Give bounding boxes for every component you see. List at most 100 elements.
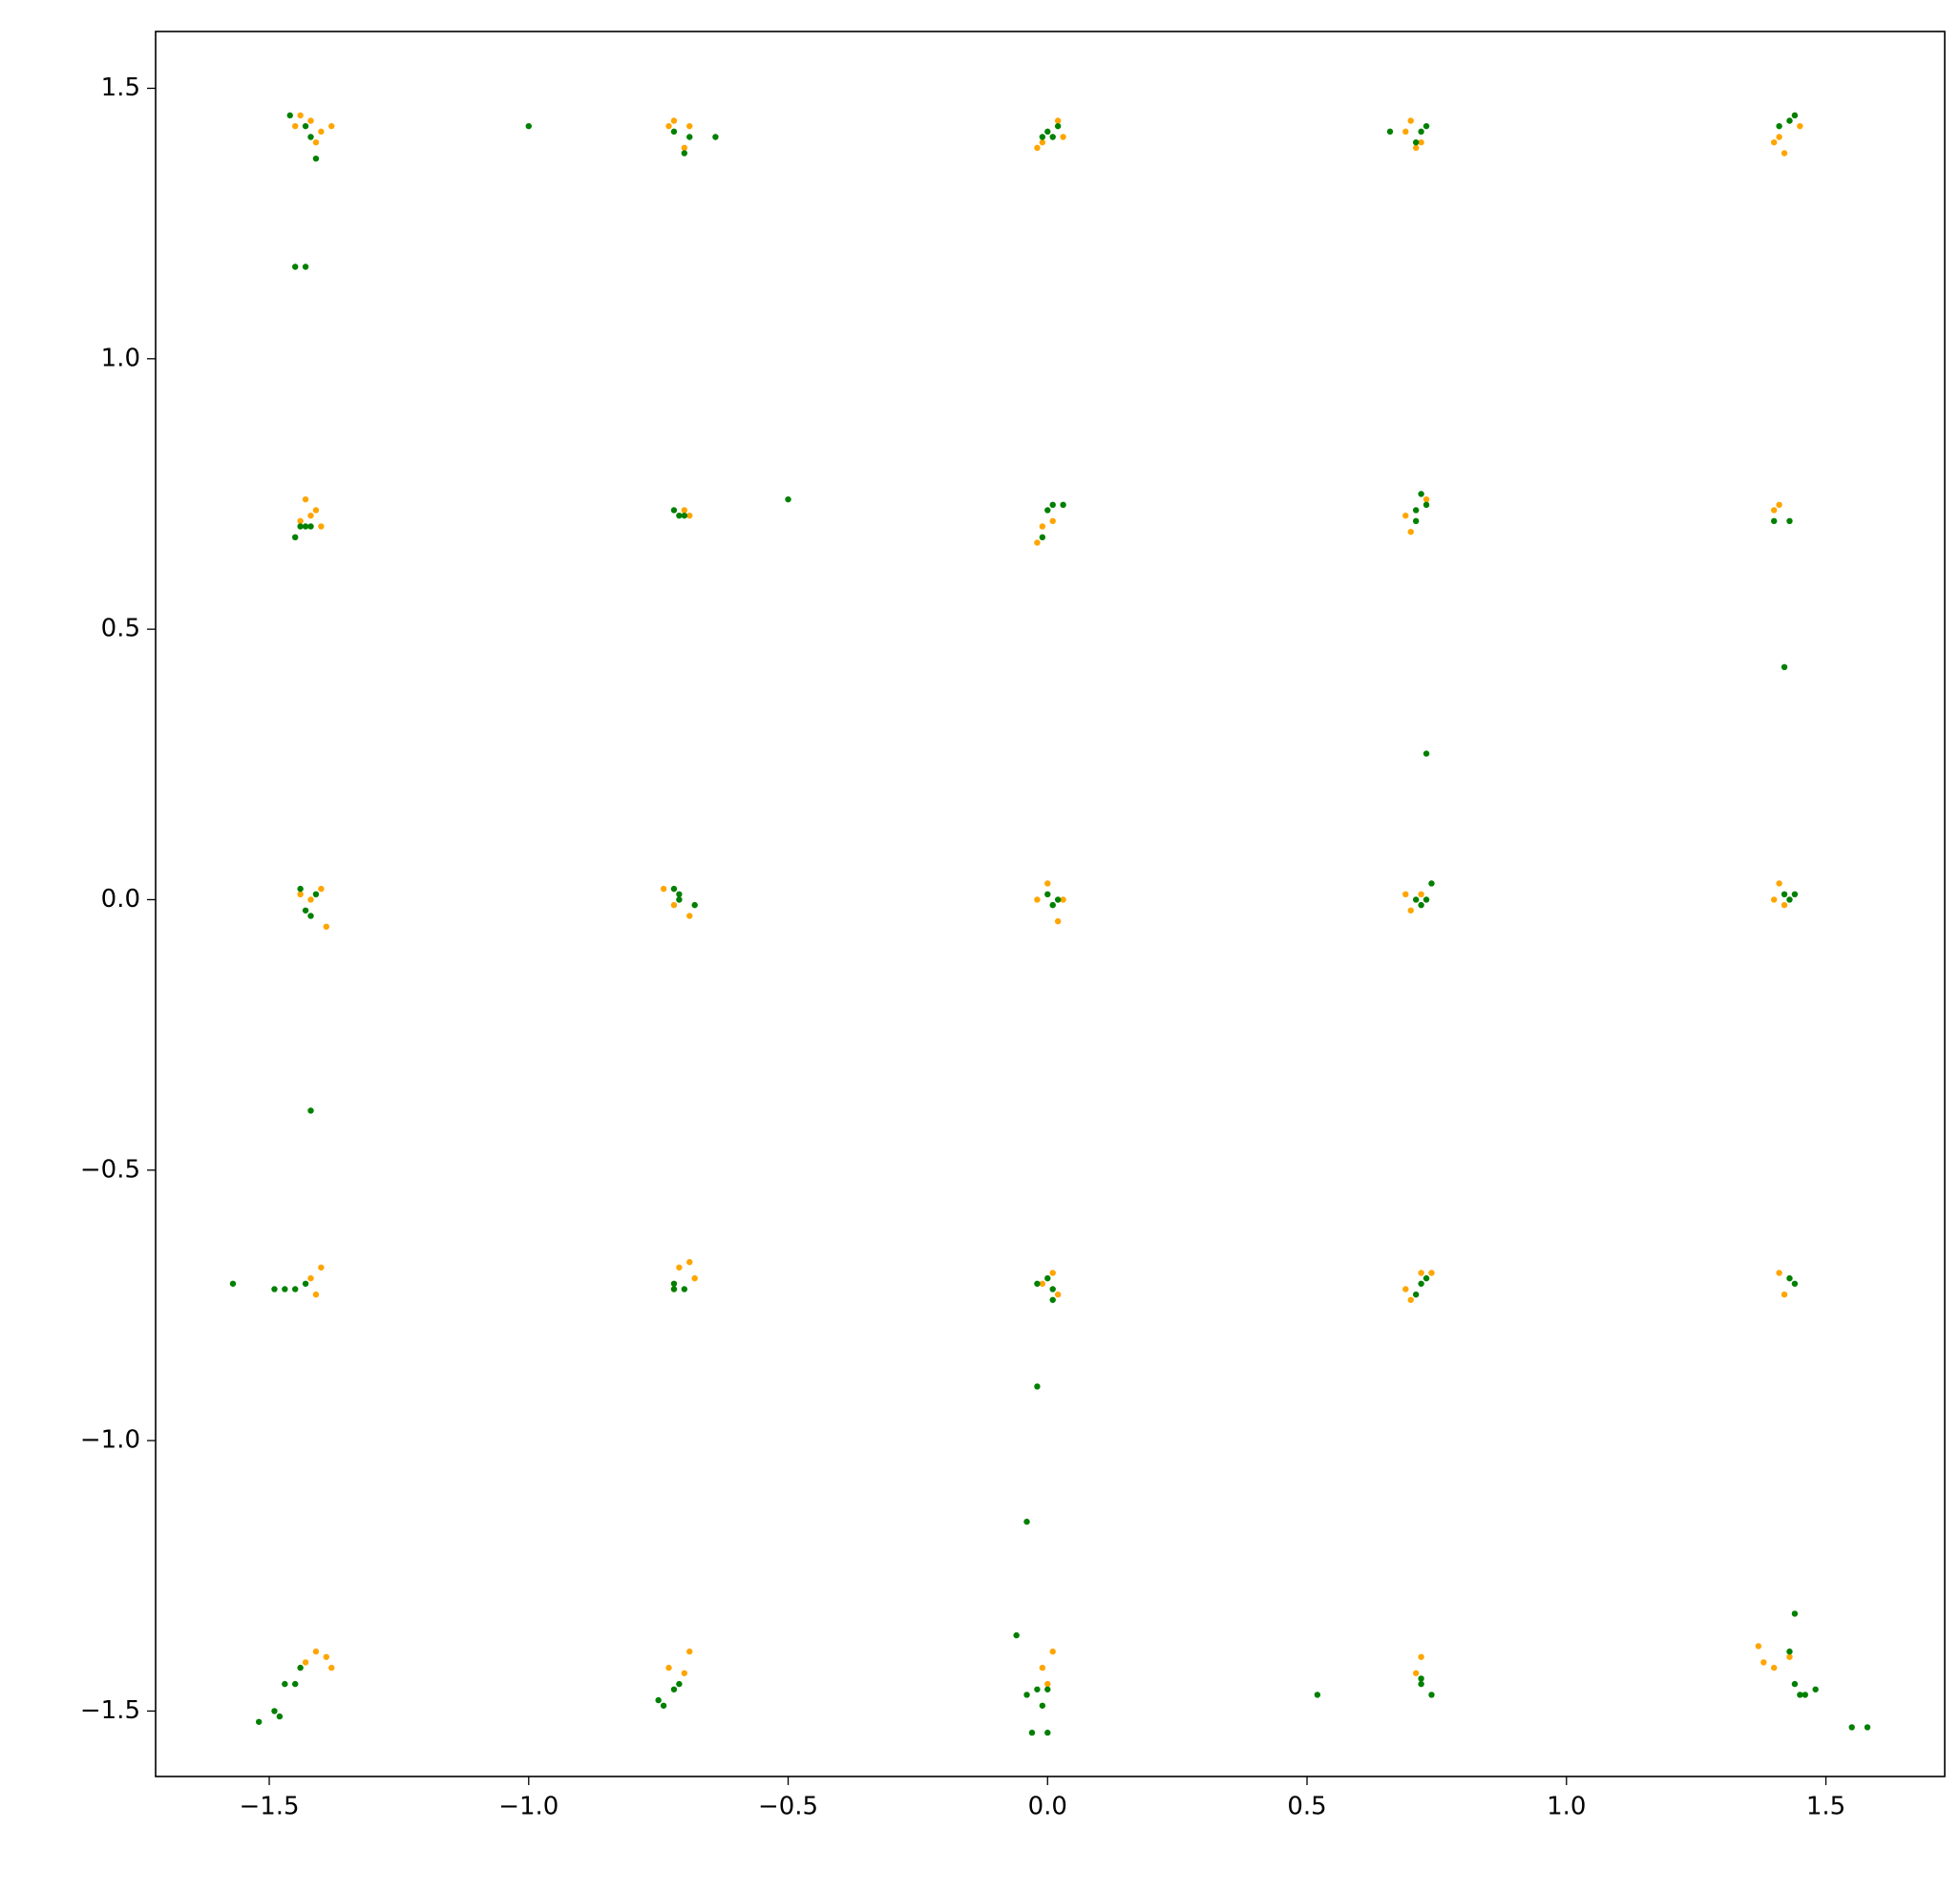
- point: [271, 1708, 278, 1714]
- point: [307, 913, 314, 919]
- point: [292, 1286, 299, 1293]
- point: [1407, 907, 1414, 914]
- point: [686, 134, 693, 140]
- point: [691, 1274, 698, 1282]
- point: [686, 1648, 693, 1655]
- point: [1418, 138, 1424, 146]
- point: [1044, 507, 1051, 514]
- point: [1776, 134, 1782, 140]
- plot-frame: [155, 31, 1946, 1777]
- point: [1044, 1680, 1051, 1688]
- point: [1034, 539, 1041, 546]
- point: [670, 1686, 678, 1692]
- point: [297, 885, 304, 893]
- point: [1023, 1692, 1030, 1698]
- point: [670, 507, 678, 514]
- point: [670, 901, 678, 909]
- point: [328, 1664, 335, 1671]
- point: [307, 512, 314, 519]
- point: [670, 1280, 678, 1287]
- point: [297, 517, 304, 525]
- point: [1412, 138, 1420, 146]
- point: [686, 512, 693, 519]
- point: [681, 512, 688, 519]
- point: [1023, 1518, 1030, 1525]
- point: [1423, 750, 1430, 757]
- point: [1781, 1291, 1788, 1298]
- point: [1786, 1274, 1793, 1282]
- point: [1060, 501, 1066, 509]
- point: [1034, 1686, 1041, 1692]
- point: [312, 507, 320, 514]
- point: [282, 1680, 288, 1688]
- point: [1770, 517, 1778, 525]
- point: [1044, 128, 1051, 136]
- y-tick-label: 0.5: [101, 615, 140, 643]
- point: [686, 122, 693, 130]
- point: [660, 885, 667, 893]
- point: [1418, 1675, 1424, 1682]
- point: [1418, 128, 1424, 136]
- point: [670, 117, 678, 124]
- point: [1755, 1643, 1762, 1650]
- point: [1797, 1692, 1803, 1698]
- y-tick-label: −1.0: [80, 1426, 140, 1455]
- point: [297, 1664, 304, 1671]
- point: [1428, 1270, 1435, 1276]
- point: [1423, 501, 1430, 509]
- point: [1049, 134, 1056, 140]
- point: [676, 1680, 683, 1688]
- point: [670, 1286, 678, 1293]
- point: [1402, 1286, 1409, 1293]
- point: [1791, 1280, 1799, 1287]
- point: [1060, 134, 1066, 140]
- point: [686, 913, 693, 919]
- point: [1054, 917, 1062, 925]
- point: [1418, 491, 1424, 497]
- point: [660, 1702, 667, 1709]
- x-tick-label: −0.5: [758, 1793, 818, 1821]
- point: [1049, 517, 1056, 525]
- point: [1039, 138, 1046, 146]
- point: [1314, 1692, 1321, 1698]
- point: [676, 891, 683, 898]
- point: [1028, 1729, 1036, 1736]
- point: [681, 150, 688, 157]
- point: [1412, 507, 1420, 514]
- point: [1049, 1286, 1056, 1293]
- point: [670, 128, 678, 136]
- point: [286, 112, 293, 119]
- point: [1781, 150, 1788, 157]
- point: [676, 1264, 683, 1271]
- point: [1044, 891, 1051, 898]
- point: [307, 896, 314, 903]
- point: [1770, 896, 1778, 903]
- point: [318, 128, 325, 136]
- point: [1781, 663, 1788, 671]
- point: [1423, 495, 1430, 503]
- point: [229, 1280, 237, 1287]
- point: [302, 907, 309, 914]
- point: [328, 122, 335, 130]
- point: [686, 1258, 693, 1266]
- point: [1044, 1686, 1051, 1692]
- x-tick-label: −1.5: [239, 1793, 299, 1821]
- point: [318, 1264, 325, 1271]
- point: [1412, 144, 1420, 152]
- point: [307, 1274, 314, 1282]
- point: [255, 1718, 263, 1725]
- point: [302, 1659, 309, 1666]
- point: [1418, 1270, 1424, 1276]
- y-tick-label: 1.5: [101, 74, 140, 102]
- x-tick-label: 1.0: [1547, 1793, 1586, 1821]
- point: [1039, 523, 1046, 530]
- point: [1407, 528, 1414, 536]
- point: [1791, 1680, 1799, 1688]
- point: [1054, 122, 1062, 130]
- point: [297, 112, 304, 119]
- point: [1776, 1270, 1782, 1276]
- y-tick-label: −0.5: [80, 1155, 140, 1184]
- x-tick-label: 0.5: [1287, 1793, 1326, 1821]
- point: [681, 144, 688, 152]
